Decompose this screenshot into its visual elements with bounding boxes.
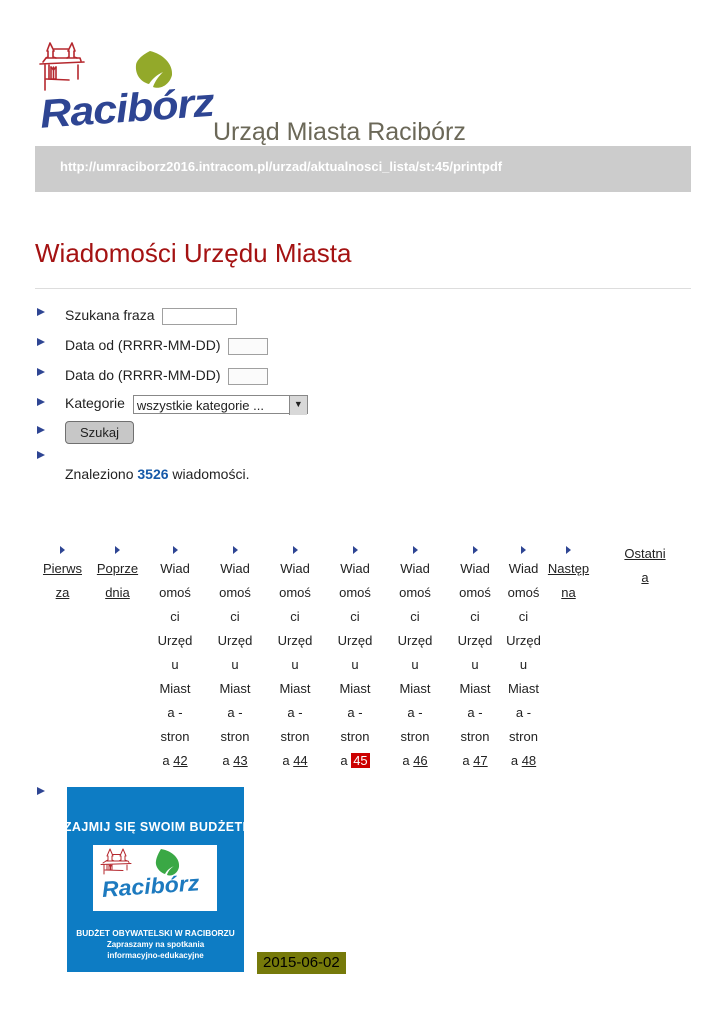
svg-text:Racibórz: Racibórz xyxy=(38,79,216,136)
svg-text:Racibórz: Racibórz xyxy=(101,871,201,902)
